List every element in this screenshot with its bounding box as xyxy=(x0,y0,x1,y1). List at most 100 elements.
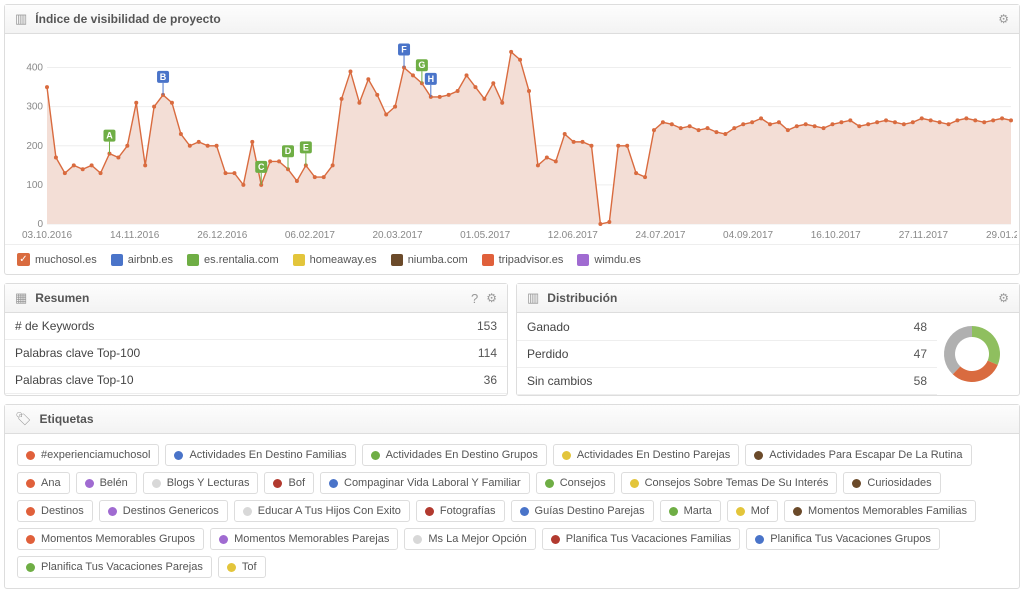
row-label: Ganado xyxy=(517,314,819,341)
legend-item[interactable]: airbnb.es xyxy=(111,254,173,266)
tag-pill[interactable]: Actividades En Destino Familias xyxy=(165,444,355,466)
tag-dot xyxy=(520,507,529,516)
tag-pill[interactable]: #experienciamuchosol xyxy=(17,444,159,466)
table-row: Perdido47 xyxy=(517,340,937,367)
tag-pill[interactable]: Guías Destino Parejas xyxy=(511,500,654,522)
table-row: Palabras clave Top-100114 xyxy=(5,340,507,367)
legend-item[interactable]: ✓muchosol.es xyxy=(17,253,97,266)
tag-pill[interactable]: Ms La Mejor Opción xyxy=(404,528,535,550)
tag-pill[interactable]: Blogs Y Lecturas xyxy=(143,472,259,494)
legend-item[interactable]: wimdu.es xyxy=(577,254,640,266)
chart-icon: ▥ xyxy=(15,11,27,27)
svg-text:04.09.2017: 04.09.2017 xyxy=(723,230,773,241)
tag-pill[interactable]: Consejos Sobre Temas De Su Interés xyxy=(621,472,838,494)
tag-label: Planifica Tus Vacaciones Familias xyxy=(566,533,731,545)
panel-header: ▦ Resumen ? ⚙ xyxy=(5,284,507,313)
panel-title: Etiquetas xyxy=(40,412,1009,426)
tag-pill[interactable]: Actividades En Destino Grupos xyxy=(362,444,547,466)
gear-icon[interactable]: ⚙ xyxy=(998,291,1009,305)
tag-label: Momentos Memorables Parejas xyxy=(234,533,389,545)
row-value: 48 xyxy=(819,314,937,341)
tag-dot xyxy=(736,507,745,516)
distribucion-table: Ganado48Perdido47Sin cambios58 xyxy=(517,314,937,395)
legend-item[interactable]: homeaway.es xyxy=(293,254,377,266)
panel-title: Distribución xyxy=(547,291,990,305)
tag-pill[interactable]: Marta xyxy=(660,500,721,522)
tag-pill[interactable]: Bof xyxy=(264,472,314,494)
tag-pill[interactable]: Destinos xyxy=(17,500,93,522)
chart-area: 010020030040003.10.201614.11.201626.12.2… xyxy=(5,34,1019,244)
chart-legend: ✓muchosol.es airbnb.es es.rentalia.com home… xyxy=(5,244,1019,274)
gear-icon[interactable]: ⚙ xyxy=(486,291,497,305)
tag-pill[interactable]: Fotografías xyxy=(416,500,505,522)
row-label: Palabras clave Top-10 xyxy=(5,367,399,394)
row-value: 36 xyxy=(399,367,508,394)
svg-text:27.11.2017: 27.11.2017 xyxy=(899,230,949,241)
tag-dot xyxy=(243,507,252,516)
tag-label: Ms La Mejor Opción xyxy=(428,533,526,545)
tag-dot xyxy=(425,507,434,516)
tag-pill[interactable]: Actividades Para Escapar De La Rutina xyxy=(745,444,971,466)
tag-icon: 🏷 xyxy=(15,411,32,427)
legend-label: airbnb.es xyxy=(128,254,173,266)
tag-pill[interactable]: Tof xyxy=(218,556,266,578)
tag-label: Actividades En Destino Familias xyxy=(189,449,346,461)
tag-label: Curiosidades xyxy=(867,477,931,489)
svg-text:D: D xyxy=(285,146,292,156)
tag-label: Guías Destino Parejas xyxy=(535,505,645,517)
svg-text:G: G xyxy=(418,60,425,70)
donut-chart xyxy=(937,319,1007,389)
panel-header: 🏷 Etiquetas xyxy=(5,405,1019,434)
svg-text:F: F xyxy=(401,45,407,55)
tag-pill[interactable]: Planifica Tus Vacaciones Grupos xyxy=(746,528,940,550)
tag-pill[interactable]: Belén xyxy=(76,472,137,494)
resumen-panel: ▦ Resumen ? ⚙ # de Keywords153Palabras c… xyxy=(4,283,508,396)
tag-pill[interactable]: Actividades En Destino Parejas xyxy=(553,444,739,466)
color-swatch xyxy=(577,254,589,266)
color-swatch xyxy=(187,254,199,266)
tag-dot xyxy=(329,479,338,488)
svg-text:H: H xyxy=(428,74,435,84)
gear-icon[interactable]: ⚙ xyxy=(998,12,1009,26)
row-value: 47 xyxy=(819,340,937,367)
tag-pill[interactable]: Planifica Tus Vacaciones Familias xyxy=(542,528,740,550)
tag-pill[interactable]: Planifica Tus Vacaciones Parejas xyxy=(17,556,212,578)
tag-label: Compaginar Vida Laboral Y Familiar xyxy=(344,477,521,489)
tag-label: Bof xyxy=(288,477,305,489)
color-swatch xyxy=(391,254,403,266)
legend-item[interactable]: tripadvisor.es xyxy=(482,254,564,266)
tag-pill[interactable]: Ana xyxy=(17,472,70,494)
tag-label: Planifica Tus Vacaciones Parejas xyxy=(41,561,203,573)
tag-dot xyxy=(152,479,161,488)
color-swatch xyxy=(111,254,123,266)
tag-pill[interactable]: Compaginar Vida Laboral Y Familiar xyxy=(320,472,530,494)
tag-pill[interactable]: Curiosidades xyxy=(843,472,940,494)
help-icon[interactable]: ? xyxy=(471,291,478,306)
tag-label: Educar A Tus Hijos Con Exito xyxy=(258,505,401,517)
legend-label: wimdu.es xyxy=(594,254,640,266)
legend-label: es.rentalia.com xyxy=(204,254,279,266)
tag-dot xyxy=(545,479,554,488)
tag-pill[interactable]: Consejos xyxy=(536,472,615,494)
tag-dot xyxy=(551,535,560,544)
tag-label: Marta xyxy=(684,505,712,517)
svg-text:01.05.2017: 01.05.2017 xyxy=(460,230,510,241)
panel-header: ▥ Distribución ⚙ xyxy=(517,284,1019,313)
tag-pill[interactable]: Mof xyxy=(727,500,778,522)
tag-pill[interactable]: Destinos Genericos xyxy=(99,500,228,522)
tag-dot xyxy=(562,451,571,460)
svg-text:100: 100 xyxy=(26,180,43,191)
tag-dot xyxy=(371,451,380,460)
tag-label: Tof xyxy=(242,561,257,573)
tag-label: Momentos Memorables Familias xyxy=(808,505,967,517)
checkbox-icon: ✓ xyxy=(17,253,30,266)
legend-item[interactable]: niumba.com xyxy=(391,254,468,266)
svg-text:300: 300 xyxy=(26,102,43,113)
tag-pill[interactable]: Momentos Memorables Grupos xyxy=(17,528,204,550)
tag-label: Destinos xyxy=(41,505,84,517)
tag-label: Ana xyxy=(41,477,61,489)
tag-pill[interactable]: Momentos Memorables Familias xyxy=(784,500,976,522)
tag-pill[interactable]: Educar A Tus Hijos Con Exito xyxy=(234,500,410,522)
legend-item[interactable]: es.rentalia.com xyxy=(187,254,279,266)
tag-pill[interactable]: Momentos Memorables Parejas xyxy=(210,528,398,550)
